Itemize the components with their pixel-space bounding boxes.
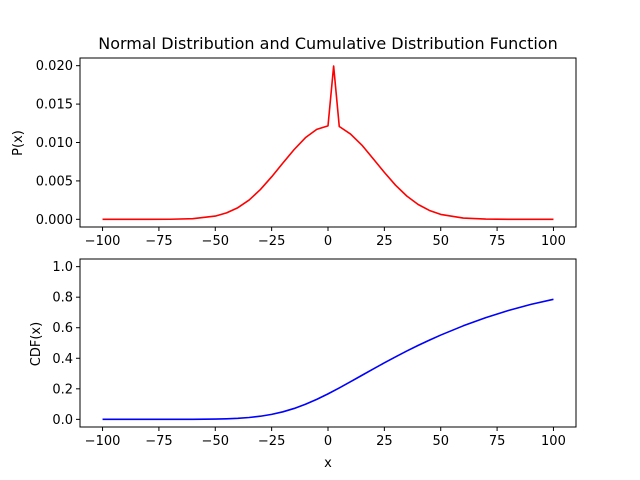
- cdf-x-tick-label: 0: [324, 434, 332, 449]
- pdf-subplot: Normal Distribution and Cumulative Distr…: [11, 34, 577, 249]
- cdf-x-tick-label: −25: [258, 434, 285, 449]
- cdf-x-tick-label: 75: [489, 434, 506, 449]
- pdf-x-tick-label: 0: [324, 234, 332, 249]
- pdf-x-tick-label: 100: [541, 234, 566, 249]
- cdf-x-tick-label: 25: [376, 434, 393, 449]
- cdf-x-axis-label: x: [324, 456, 332, 471]
- pdf-series-line-0: [102, 65, 554, 221]
- pdf-y-tick-label: 0.015: [36, 98, 73, 113]
- cdf-y-axis-label: CDF(x): [29, 322, 44, 366]
- pdf-plot-frame: [79, 57, 577, 228]
- cdf-y-tick-label: 0.4: [52, 352, 73, 367]
- cdf-x-tick-label: 100: [541, 434, 566, 449]
- cdf-y-tick-label: 0.0: [52, 413, 73, 428]
- pdf-chart-title: Normal Distribution and Cumulative Distr…: [98, 34, 557, 53]
- pdf-x-tick-label: 25: [376, 234, 393, 249]
- pdf-x-tick-label: −25: [258, 234, 285, 249]
- pdf-x-tick-label: −75: [145, 234, 172, 249]
- pdf-y-axis-label: P(x): [11, 130, 26, 156]
- pdf-x-tick-label: −100: [85, 234, 121, 249]
- cdf-series-line-0: [102, 298, 554, 421]
- pdf-x-tick-label: 50: [432, 234, 449, 249]
- pdf-tick-layer: −100 −75 −50 −25 0 25 50 75 100 0.000 0.005 0.010 0.…: [36, 59, 566, 249]
- pdf-y-tick-label: 0.010: [36, 136, 73, 151]
- cdf-x-tick-label: 50: [432, 434, 449, 449]
- cdf-x-tick-label: −75: [145, 434, 172, 449]
- cdf-y-tick-label: 0.6: [52, 321, 73, 336]
- cdf-y-tick-label: 1.0: [52, 260, 73, 275]
- cdf-line-layer: [102, 298, 554, 421]
- cdf-plot-frame: [79, 258, 577, 428]
- pdf-x-tick-label: 75: [489, 234, 506, 249]
- cdf-tick-layer: −100 −75 −50 −25 0 25 50 75 100 0.0 0.2 0.4 0.6 0.8 1.…: [52, 260, 566, 449]
- pdf-y-tick-label: 0.020: [36, 59, 73, 74]
- cdf-x-tick-label: −50: [202, 434, 229, 449]
- pdf-line-layer: [102, 65, 554, 221]
- cdf-y-tick-label: 0.8: [52, 291, 73, 306]
- cdf-y-tick-label: 0.2: [52, 382, 73, 397]
- pdf-y-tick-label: 0.005: [36, 174, 73, 189]
- cdf-subplot: x CDF(x) −100 −75 −50 −25 0 25 50 75 100 0.0 0.2 0.…: [29, 258, 577, 471]
- pdf-x-tick-label: −50: [202, 234, 229, 249]
- pdf-y-tick-label: 0.000: [36, 213, 73, 228]
- cdf-x-tick-label: −100: [85, 434, 121, 449]
